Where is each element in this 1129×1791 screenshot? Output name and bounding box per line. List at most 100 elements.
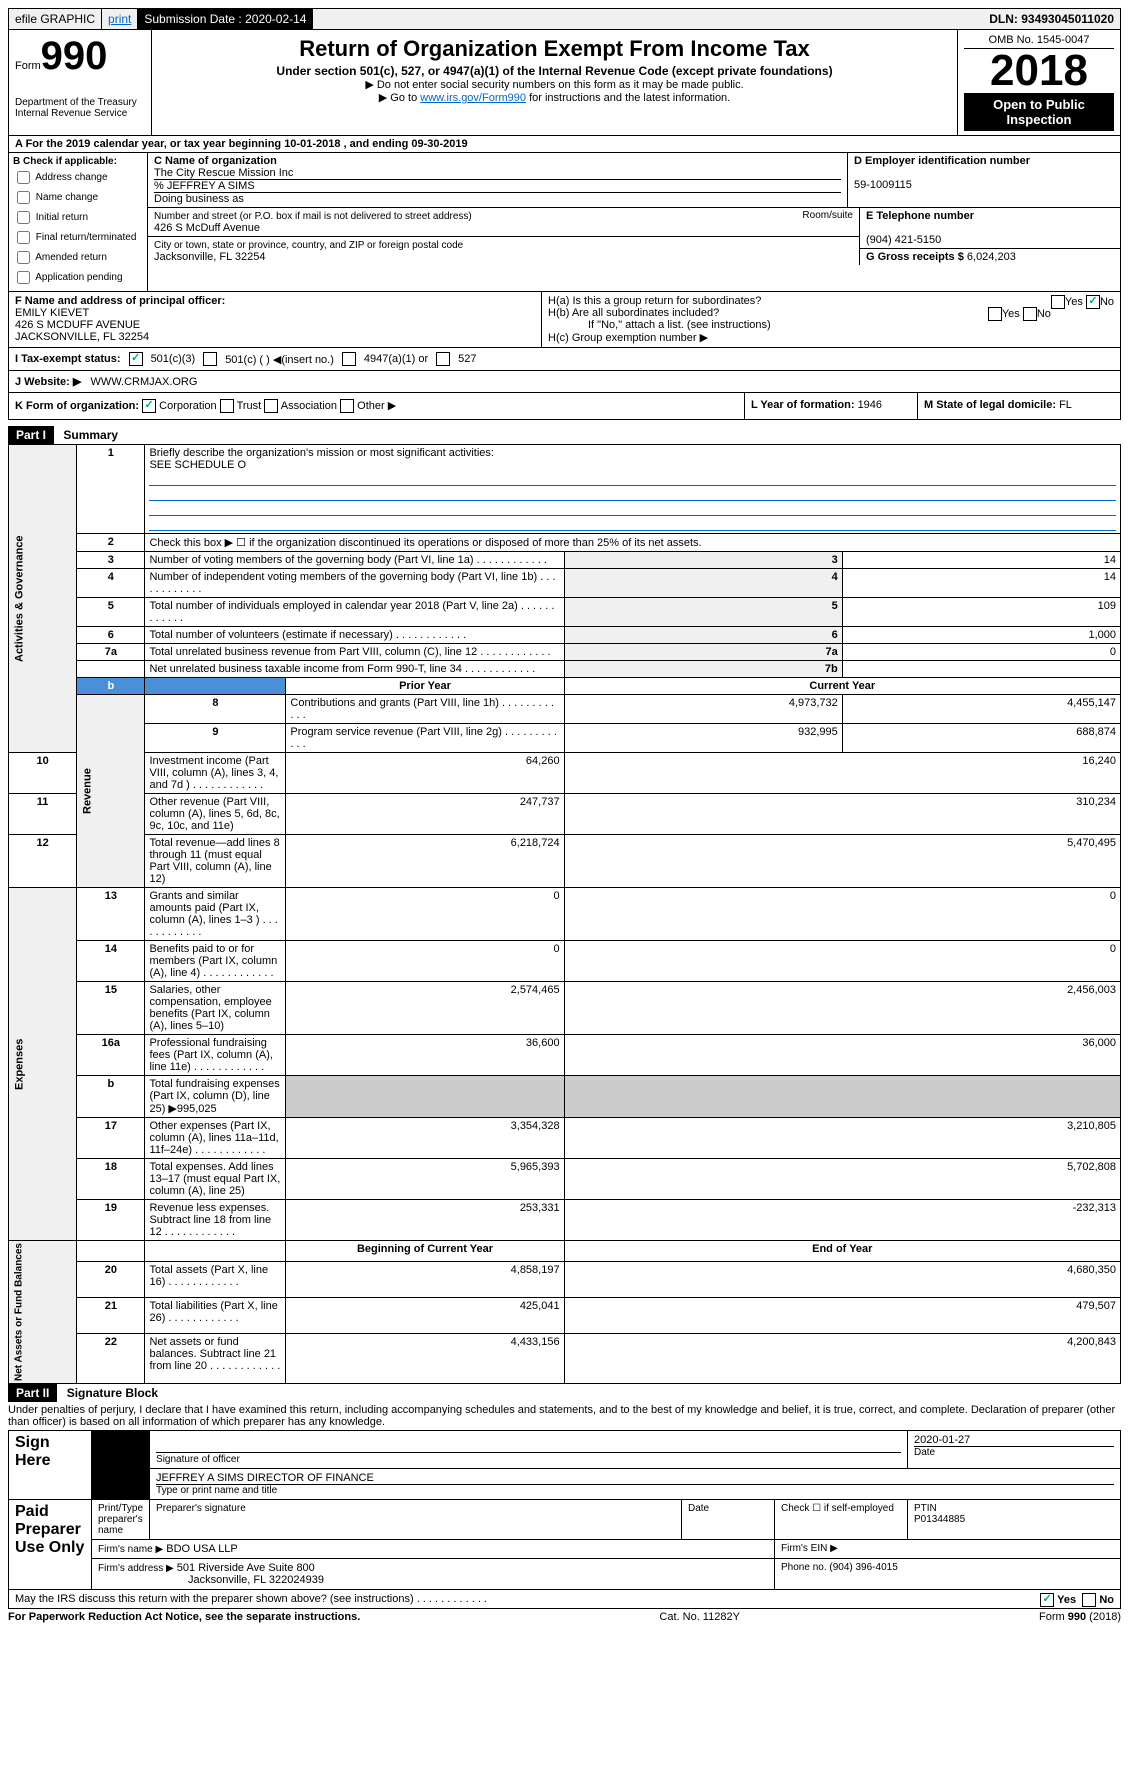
row-i: I Tax-exempt status: ✓501(c)(3) 501(c) (… [8,348,1121,371]
dba-label: Doing business as [154,193,841,205]
sig-date: 2020-01-27 [914,1434,970,1446]
box-m: M State of legal domicile: FL [918,393,1120,419]
ha-yes[interactable] [1051,295,1065,309]
signature-table: Sign Here Signature of officer 2020-01-2… [8,1430,1121,1590]
part-2-header: Part II Signature Block [8,1384,1121,1402]
cat-no: Cat. No. 11282Y [659,1611,740,1623]
q1-cell: Briefly describe the organization's miss… [145,445,1121,534]
firm-name: BDO USA LLP [166,1543,238,1555]
cb-4947[interactable] [342,352,356,366]
addr-city-row: City or town, state or province, country… [148,237,859,265]
pra-notice: For Paperwork Reduction Act Notice, see … [8,1611,360,1623]
website-value: WWW.CRMJAX.ORG [91,376,198,388]
submission-date-cell: Submission Date : 2020-02-14 [138,9,313,29]
row-fh: F Name and address of principal officer:… [8,291,1121,348]
table-row: Net unrelated business taxable income fr… [9,661,1121,678]
form-title: Return of Organization Exempt From Incom… [158,36,951,62]
perjury-text: Under penalties of perjury, I declare th… [8,1402,1121,1430]
table-row: 6Total number of volunteers (estimate if… [9,627,1121,644]
firm-addr: 501 Riverside Ave Suite 800 [177,1562,315,1574]
table-row: 12Total revenue—add lines 8 through 11 (… [9,835,1121,888]
officer-name: EMILY KIEVET [15,307,89,319]
cb-address-change[interactable] [17,171,30,184]
cb-501c[interactable] [203,352,217,366]
q2-cell: Check this box ▶ ☐ if the organization d… [145,534,1121,552]
box-k: K Form of organization: ✓ Corporation Tr… [9,393,745,419]
cb-final-return[interactable] [17,231,30,244]
form-subtitle: Under section 501(c), 527, or 4947(a)(1)… [158,64,951,78]
dept-label: Department of the Treasury [15,97,145,108]
cb-app-pending[interactable] [17,271,30,284]
cb-assoc[interactable] [264,399,278,413]
cb-amended-return[interactable] [17,251,30,264]
table-row: 11Other revenue (Part VIII, column (A), … [9,794,1121,835]
footer: For Paperwork Reduction Act Notice, see … [8,1609,1121,1625]
firm-phone: (904) 396-4015 [829,1562,897,1573]
table-row: 14Benefits paid to or for members (Part … [9,941,1121,982]
gross-receipts: 6,024,203 [967,251,1016,263]
tax-status-label: I Tax-exempt status: [15,353,121,365]
discuss-no[interactable] [1082,1593,1096,1607]
col-b: B Check if applicable: Address change Na… [9,153,148,291]
tax-year: 2018 [964,49,1114,93]
care-of: % JEFFREY A SIMS [154,179,841,193]
header-row: bPrior YearCurrent Year [9,678,1121,695]
cb-trust[interactable] [220,399,234,413]
discuss-row: May the IRS discuss this return with the… [8,1590,1121,1609]
table-row: 3Number of voting members of the governi… [9,552,1121,569]
ha-no[interactable]: ✓ [1086,295,1100,309]
box-g: G Gross receipts $ 6,024,203 [860,249,1120,265]
form-990-label: Form990 [15,34,145,79]
table-row: 17Other expenses (Part IX, column (A), l… [9,1118,1121,1159]
officer-name-title: JEFFREY A SIMS DIRECTOR OF FINANCE [156,1472,1114,1484]
print-link[interactable]: print [108,12,131,26]
note-2: ▶ Go to www.irs.gov/Form990 for instruct… [158,91,951,104]
box-b-label: B Check if applicable: [13,156,117,167]
cb-other[interactable] [340,399,354,413]
hb-yes[interactable] [988,307,1002,321]
telephone-value: (904) 421-5150 [866,234,941,246]
table-row: bTotal fundraising expenses (Part IX, co… [9,1076,1121,1118]
discuss-yes[interactable]: ✓ [1040,1593,1054,1607]
table-row: 10Investment income (Part VIII, column (… [9,753,1121,794]
irs-link[interactable]: www.irs.gov/Form990 [420,92,526,104]
table-row: 4Number of independent voting members of… [9,569,1121,598]
box-l: L Year of formation: 1946 [745,393,918,419]
ein-value: 59-1009115 [854,179,912,191]
dln-cell: DLN: 93493045011020 [983,9,1120,29]
table-row: 9Program service revenue (Part VIII, lin… [9,724,1121,753]
city-state-zip: Jacksonville, FL 32254 [154,251,266,263]
hb-no[interactable] [1023,307,1037,321]
cb-501c3[interactable]: ✓ [129,352,143,366]
prep-name-label: Print/Type preparer's name [92,1500,150,1540]
box-e: E Telephone number (904) 421-5150 [860,208,1120,249]
table-row: 19Revenue less expenses. Subtract line 1… [9,1200,1121,1241]
tab-revenue: Revenue [77,695,145,888]
box-h: H(a) Is this a group return for subordin… [542,292,1120,347]
prep-sig-label: Preparer's signature [150,1500,682,1540]
table-row: 22Net assets or fund balances. Subtract … [9,1333,1121,1384]
line-a: A For the 2019 calendar year, or tax yea… [8,136,1121,153]
table-row: 5Total number of individuals employed in… [9,598,1121,627]
ptin-value: P01344885 [914,1514,965,1525]
q1-answer: SEE SCHEDULE O [149,459,246,471]
cb-name-change[interactable] [17,191,30,204]
row-j: J Website: ▶ WWW.CRMJAX.ORG [8,371,1121,393]
paid-preparer-label: Paid Preparer Use Only [9,1500,92,1590]
efile-label: efile GRAPHIC [9,9,102,29]
part-1-header: Part I Summary [8,426,1121,444]
cb-corp[interactable]: ✓ [142,399,156,413]
street-address: 426 S McDuff Avenue [154,222,260,234]
table-row: 7aTotal unrelated business revenue from … [9,644,1121,661]
cb-527[interactable] [436,352,450,366]
row-klm: K Form of organization: ✓ Corporation Tr… [8,393,1121,420]
table-row: 18Total expenses. Add lines 13–17 (must … [9,1159,1121,1200]
table-row: 20Total assets (Part X, line 16)4,858,19… [9,1262,1121,1298]
tab-net-assets: Net Assets or Fund Balances [9,1241,77,1384]
tab-expenses: Expenses [9,888,77,1241]
addr-street-row: Number and street (or P.O. box if mail i… [148,208,859,237]
irs-label: Internal Revenue Service [15,108,145,119]
sign-here-label: Sign Here [9,1431,92,1500]
inspection-badge: Open to Public Inspection [964,93,1114,131]
cb-initial-return[interactable] [17,211,30,224]
